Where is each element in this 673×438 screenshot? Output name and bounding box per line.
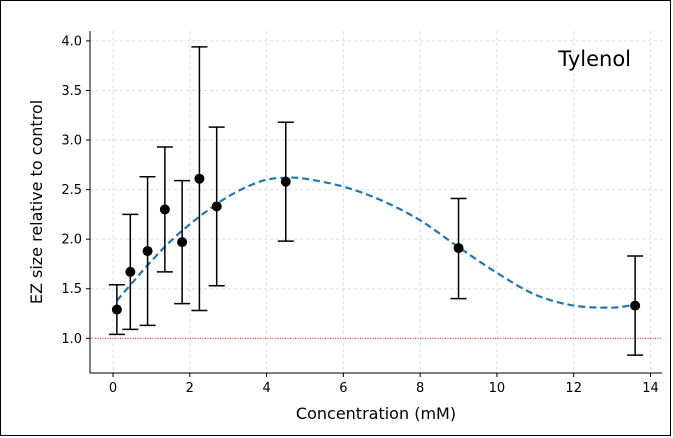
y-axis-label: EZ size relative to control	[27, 100, 46, 304]
x-tick-label-1: 2	[186, 381, 194, 396]
x-tick-label-2: 4	[262, 381, 270, 396]
y-tick-label-5: 3.5	[61, 84, 82, 99]
x-tick-label-6: 12	[565, 381, 582, 396]
grid	[90, 31, 662, 373]
y-tick-label-6: 4.0	[61, 34, 82, 49]
x-axis-label: Concentration (mM)	[296, 404, 456, 423]
y-tick-label-3: 2.5	[61, 183, 82, 198]
fit-curve	[116, 176, 636, 309]
data-point-7	[280, 176, 291, 187]
data-points	[111, 173, 641, 315]
x-tick-label-5: 10	[489, 381, 506, 396]
y-tick-label-4: 3.0	[61, 134, 82, 149]
x-ticks: 0 2 4 6 8 10 12 14	[109, 373, 659, 396]
data-point-0	[111, 304, 122, 315]
y-tick-label-0: 1.0	[61, 332, 82, 347]
error-bars	[108, 46, 644, 356]
y-tick-label-2: 2.0	[61, 233, 82, 248]
x-tick-label-7: 14	[642, 381, 659, 396]
data-point-6	[211, 201, 222, 212]
data-point-5	[194, 173, 205, 184]
y-ticks: 1.0 1.5 2.0 2.5 3.0 3.5 4.0	[61, 34, 90, 347]
data-point-8	[453, 243, 464, 254]
data-point-9	[630, 300, 641, 311]
data-point-2	[142, 246, 153, 257]
data-point-3	[159, 204, 170, 215]
data-point-4	[177, 237, 188, 248]
x-tick-label-4: 8	[416, 381, 424, 396]
data-point-1	[125, 266, 136, 277]
y-tick-label-1: 1.5	[61, 282, 82, 297]
x-tick-label-0: 0	[109, 381, 117, 396]
x-tick-label-3: 6	[339, 381, 347, 396]
chart-annotation: Tylenol	[557, 47, 631, 71]
axes	[89, 31, 662, 374]
